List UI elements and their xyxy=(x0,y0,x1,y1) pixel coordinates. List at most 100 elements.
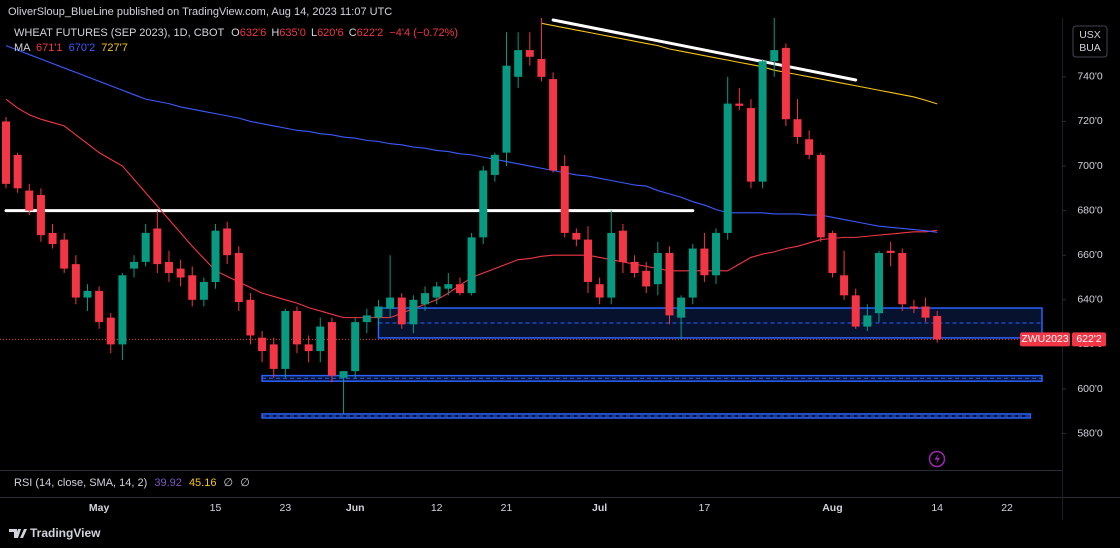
candle-body xyxy=(211,230,220,282)
x-tick-label: 14 xyxy=(931,502,943,514)
candle-body xyxy=(723,103,732,233)
symbol-legend: WHEAT FUTURES (SEP 2023), 1D, CBOT O632'… xyxy=(14,27,458,39)
legend-change: −4'4 (−0.72%) xyxy=(389,27,458,39)
candle-body xyxy=(432,286,441,298)
candle-body xyxy=(549,79,558,171)
legend-key: L xyxy=(311,27,317,39)
rsi-title: RSI (14, close, SMA, 14, 2) xyxy=(14,477,147,489)
candle-body xyxy=(525,50,534,57)
ma-line xyxy=(541,22,938,105)
candle-body xyxy=(246,299,255,336)
candle-body xyxy=(898,252,907,305)
candle-body xyxy=(130,261,139,269)
price-badge xyxy=(1072,332,1106,347)
candle-body xyxy=(421,293,430,305)
candle-body xyxy=(770,50,779,62)
symbol-title: WHEAT FUTURES (SEP 2023), 1D, CBOT xyxy=(14,27,225,39)
y-tick-label: 680'0 xyxy=(1077,204,1103,216)
brand-logo xyxy=(9,529,27,538)
candle-body xyxy=(805,139,814,155)
legend-key: C xyxy=(349,27,357,39)
ma-value: 727'7 xyxy=(101,42,128,54)
candle-body xyxy=(863,315,872,327)
y-tick-label: 740'0 xyxy=(1077,71,1103,83)
rsi-legend: RSI (14, close, SMA, 14, 2) 39.92 45.16 … xyxy=(14,477,250,489)
legend-value: 622'2 xyxy=(357,27,384,39)
x-tick-label: 22 xyxy=(1001,502,1013,514)
x-tick-label: May xyxy=(89,502,110,514)
candle-body xyxy=(316,326,325,352)
x-tick-label: Aug xyxy=(822,502,842,514)
ma-legend: MA 671'1 670'2 727'7 xyxy=(14,42,128,54)
candle-body xyxy=(490,154,499,175)
candle-body xyxy=(607,232,616,298)
x-tick-label: 15 xyxy=(210,502,222,514)
candle-body xyxy=(584,239,592,282)
plot-area xyxy=(0,18,1060,419)
candle-body xyxy=(514,50,523,77)
x-tick-label: 17 xyxy=(699,502,711,514)
candle-body xyxy=(816,154,825,238)
candle-body xyxy=(688,248,697,298)
candle-body xyxy=(444,284,453,289)
x-tick-label: Jul xyxy=(592,502,607,514)
legend-key: O xyxy=(231,27,240,39)
candle-body xyxy=(71,264,80,298)
candle-body xyxy=(746,108,755,182)
x-tick-label: 23 xyxy=(280,502,292,514)
legend-value: 635'0 xyxy=(279,27,306,39)
candle-body xyxy=(479,170,488,238)
candle-body xyxy=(258,337,267,352)
candle-body xyxy=(13,154,22,189)
candle-body xyxy=(572,232,581,240)
candle-body xyxy=(537,59,546,77)
ma-value: 671'1 xyxy=(36,42,63,54)
candle-body xyxy=(560,166,569,233)
ma-label: MA xyxy=(14,42,31,54)
symbol-badge xyxy=(1020,332,1070,347)
candle-body xyxy=(188,275,197,300)
brand[interactable]: TradingView xyxy=(9,526,101,540)
candle-body xyxy=(281,310,290,369)
candle-body xyxy=(234,252,243,303)
legend-value: 632'6 xyxy=(240,27,267,39)
x-tick-label: 12 xyxy=(431,502,443,514)
candle-body xyxy=(781,47,790,120)
symbol-badge-label: ZWU2023 xyxy=(1021,333,1068,345)
legend-value: 620'6 xyxy=(317,27,344,39)
candle-body xyxy=(2,121,10,184)
x-tick-label: Jun xyxy=(346,502,365,514)
rsi-value: ∅ xyxy=(224,477,234,489)
candle-body xyxy=(758,61,767,182)
brand-name: TradingView xyxy=(30,526,101,540)
y-tick-label: 600'0 xyxy=(1077,383,1103,395)
candle-body xyxy=(25,190,34,211)
candle-body xyxy=(397,297,406,325)
event-icon[interactable] xyxy=(928,450,946,468)
candle-body xyxy=(712,232,721,276)
candle-body xyxy=(362,315,371,323)
y-tick-label: 640'0 xyxy=(1077,294,1103,306)
candle-body xyxy=(374,306,383,318)
candle-body xyxy=(95,290,104,323)
candle-body xyxy=(176,268,185,278)
legend-key: H xyxy=(271,27,279,39)
currency-box[interactable] xyxy=(1072,25,1108,58)
candle-body xyxy=(828,232,837,274)
candle-body xyxy=(223,228,232,256)
unit: BUA xyxy=(1079,42,1101,54)
candle-body xyxy=(793,119,802,138)
y-tick-label: 580'0 xyxy=(1077,427,1103,439)
event-circle xyxy=(928,450,946,468)
candle-body xyxy=(199,281,208,300)
candle-body xyxy=(83,290,92,298)
candle-body xyxy=(351,322,360,372)
candle-body xyxy=(909,306,918,309)
candle-body xyxy=(60,239,69,269)
candle-body xyxy=(269,344,278,369)
rsi-value: ∅ xyxy=(240,477,250,489)
price-badge-label: 622'2 xyxy=(1076,333,1102,345)
candle-body xyxy=(677,297,686,318)
candle-body xyxy=(886,250,895,253)
